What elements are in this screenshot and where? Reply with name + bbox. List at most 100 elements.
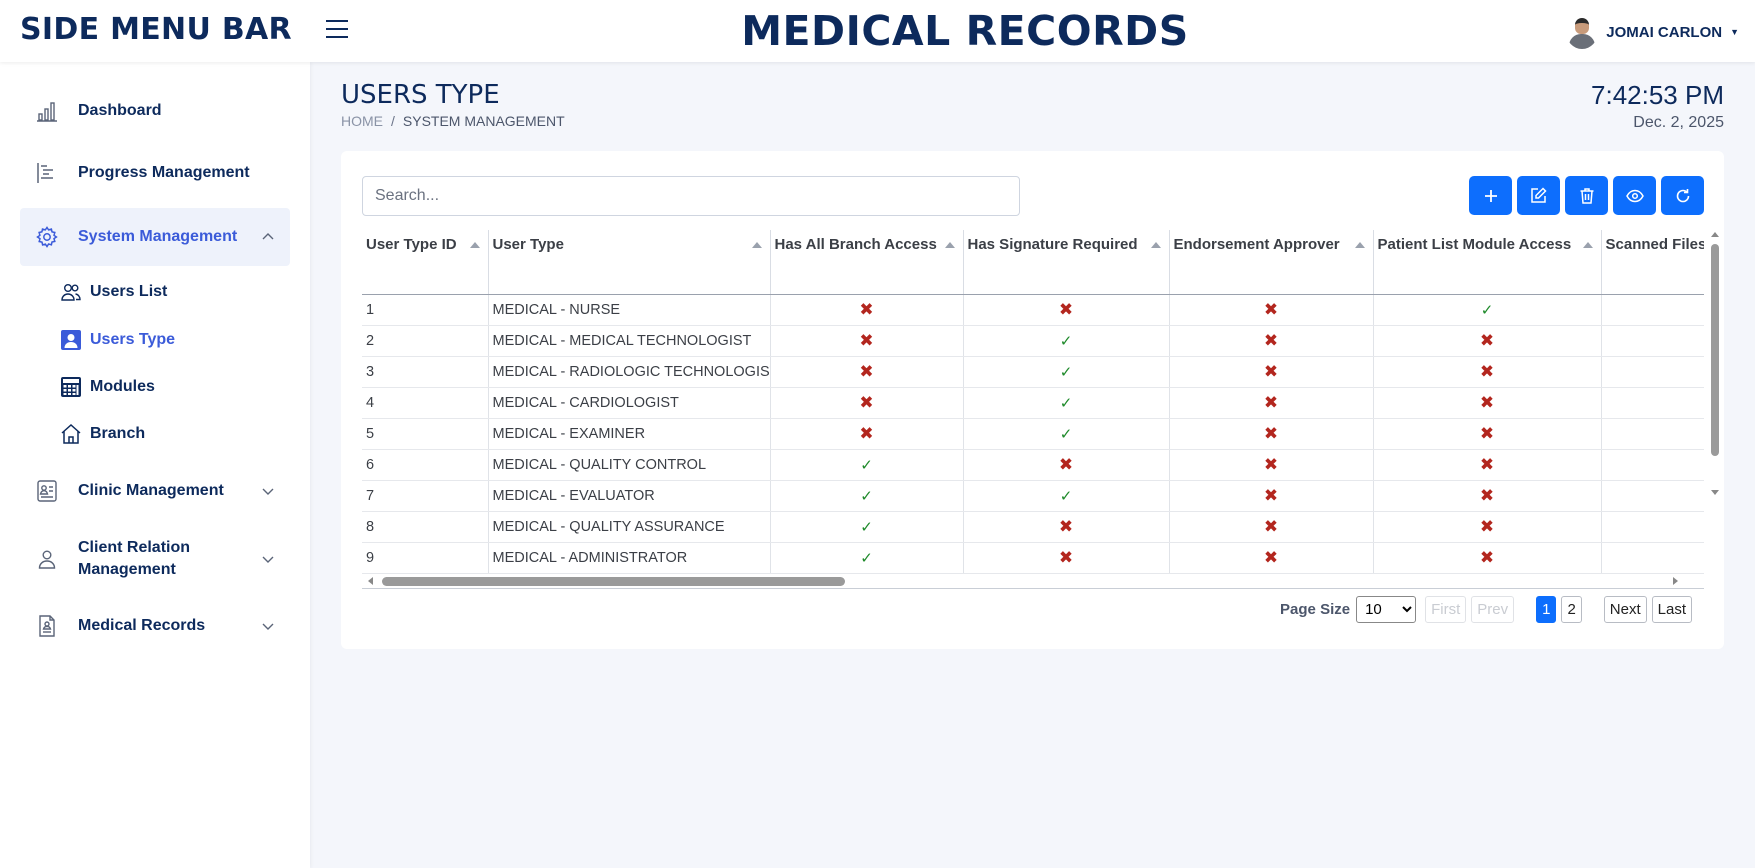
sidebar-item-clinic-management[interactable]: Clinic Management	[20, 462, 290, 520]
x-mark-icon: ✖	[1263, 485, 1279, 505]
cell-endorse: ✖	[1169, 480, 1374, 512]
sidebar-item-branch[interactable]: Branch	[60, 418, 145, 450]
brand-title: SIDE MENU BAR	[20, 12, 292, 47]
sidebar-item-progress-management[interactable]: Progress Management	[20, 144, 290, 202]
chevron-down-icon	[262, 623, 274, 630]
sidebar-item-system-management[interactable]: System Management	[20, 208, 290, 266]
horizontal-scrollbar[interactable]	[362, 573, 1704, 589]
x-mark-icon: ✖	[1479, 516, 1495, 536]
next-page-button[interactable]: Next	[1603, 596, 1647, 623]
scroll-up-arrow-icon[interactable]	[1711, 232, 1719, 237]
user-menu[interactable]: JOMAI CARLON ▼	[1566, 15, 1739, 49]
sidebar-item-modules[interactable]: Modules	[60, 371, 155, 403]
check-icon: ✓	[860, 456, 873, 474]
column-header-user-type-id[interactable]: User Type ID	[362, 230, 489, 295]
column-header-has-all-branch-access[interactable]: Has All Branch Access	[770, 230, 964, 295]
cell-scanned-files	[1601, 356, 1704, 388]
table-row[interactable]: 6 MEDICAL - QUALITY CONTROL ✓ ✖ ✖ ✖	[362, 449, 1704, 481]
bar-chart-icon	[34, 98, 60, 124]
cell-patient: ✖	[1373, 356, 1602, 388]
scroll-down-arrow-icon[interactable]	[1711, 490, 1719, 495]
cell-scanned-files	[1601, 480, 1704, 512]
scroll-right-arrow-icon[interactable]	[1673, 577, 1678, 585]
sidebar-item-medical-records[interactable]: Medical Records	[20, 597, 290, 655]
cell-branch: ✖	[770, 387, 964, 419]
sidebar-item-users-type[interactable]: Users Type	[60, 324, 175, 356]
chevron-up-icon	[262, 233, 274, 240]
x-mark-icon: ✖	[1479, 454, 1495, 474]
table-row[interactable]: 8 MEDICAL - QUALITY ASSURANCE ✓ ✖ ✖ ✖	[362, 511, 1704, 543]
x-mark-icon: ✖	[1263, 454, 1279, 474]
first-page-button[interactable]: First	[1425, 596, 1467, 623]
cell-user-type: MEDICAL - EXAMINER	[488, 418, 771, 450]
table-row[interactable]: 1 MEDICAL - NURSE ✖ ✖ ✖ ✓	[362, 294, 1704, 326]
table-row[interactable]: 2 MEDICAL - MEDICAL TECHNOLOGIST ✖ ✓ ✖ ✖	[362, 325, 1704, 357]
table-row[interactable]: 9 MEDICAL - ADMINISTRATOR ✓ ✖ ✖ ✖	[362, 542, 1704, 574]
eye-icon	[1625, 189, 1644, 202]
sidebar-item-dashboard[interactable]: Dashboard	[20, 82, 290, 140]
x-mark-icon: ✖	[1479, 361, 1495, 381]
column-header-scanned-files[interactable]: Scanned Files	[1601, 230, 1704, 295]
x-mark-icon: ✖	[1263, 330, 1279, 350]
sort-icon	[751, 242, 762, 248]
column-header-endorsement-approver[interactable]: Endorsement Approver	[1169, 230, 1374, 295]
table-row[interactable]: 5 MEDICAL - EXAMINER ✖ ✓ ✖ ✖	[362, 418, 1704, 450]
sidebar-item-label: Dashboard	[78, 102, 162, 119]
column-header-has-signature-required[interactable]: Has Signature Required	[963, 230, 1170, 295]
cell-branch: ✖	[770, 294, 964, 326]
table-row[interactable]: 7 MEDICAL - EVALUATOR ✓ ✓ ✖ ✖	[362, 480, 1704, 512]
last-page-button[interactable]: Last	[1651, 596, 1692, 623]
toolbar	[1469, 176, 1704, 215]
table-row[interactable]: 4 MEDICAL - CARDIOLOGIST ✖ ✓ ✖ ✖	[362, 387, 1704, 419]
column-header-patient-list-module-access[interactable]: Patient List Module Access	[1373, 230, 1602, 295]
search-input[interactable]	[362, 176, 1020, 216]
add-button[interactable]	[1469, 176, 1512, 215]
cell-scanned-files	[1601, 511, 1704, 543]
app-title: MEDICAL RECORDS	[741, 7, 1189, 55]
view-button[interactable]	[1613, 176, 1656, 215]
x-mark-icon: ✖	[1479, 392, 1495, 412]
x-mark-icon: ✖	[1479, 423, 1495, 443]
page-2-button[interactable]: 2	[1561, 596, 1582, 623]
cell-endorse: ✖	[1169, 418, 1374, 450]
caret-down-icon: ▼	[1730, 27, 1739, 37]
horizontal-scroll-thumb[interactable]	[382, 577, 845, 586]
edit-button[interactable]	[1517, 176, 1560, 215]
x-mark-icon: ✖	[1479, 485, 1495, 505]
cell-user-type: MEDICAL - RADIOLOGIC TECHNOLOGIST	[488, 356, 771, 388]
hamburger-icon[interactable]	[326, 20, 348, 40]
x-mark-icon: ✖	[1263, 423, 1279, 443]
scroll-left-arrow-icon[interactable]	[368, 577, 373, 585]
cell-branch: ✖	[770, 325, 964, 357]
vertical-scroll-thumb[interactable]	[1711, 244, 1719, 456]
check-icon: ✓	[1059, 394, 1073, 412]
cell-signature: ✖	[963, 294, 1170, 326]
page-1-button[interactable]: 1	[1536, 596, 1557, 623]
cell-signature: ✓	[963, 325, 1170, 357]
prev-page-button[interactable]: Prev	[1471, 596, 1515, 623]
breadcrumb-home[interactable]: HOME	[341, 113, 383, 129]
x-mark-icon: ✖	[1479, 547, 1495, 567]
sidebar-item-users-list[interactable]: Users List	[60, 276, 167, 308]
cell-user-type-id: 9	[362, 542, 489, 574]
refresh-button[interactable]	[1661, 176, 1704, 215]
vertical-scrollbar[interactable]	[1708, 230, 1722, 497]
delete-button[interactable]	[1565, 176, 1608, 215]
sidebar-item-label: Progress Management	[78, 164, 250, 181]
cell-signature: ✓	[963, 387, 1170, 419]
sort-icon	[469, 242, 480, 248]
sidebar-subitem-label: Users List	[90, 283, 168, 300]
sort-icon	[1354, 242, 1365, 248]
x-mark-icon: ✖	[1479, 330, 1495, 350]
column-header-user-type[interactable]: User Type	[488, 230, 771, 295]
sidebar-item-client-relation-management[interactable]: Client Relation Management	[20, 528, 290, 590]
gear-icon	[34, 224, 60, 250]
cell-patient: ✖	[1373, 418, 1602, 450]
table-row[interactable]: 3 MEDICAL - RADIOLOGIC TECHNOLOGIST ✖ ✓ ✖ ✖	[362, 356, 1704, 388]
page-size-select[interactable]: 10	[1356, 596, 1417, 623]
cell-patient: ✖	[1373, 325, 1602, 357]
check-icon: ✓	[1059, 332, 1073, 350]
breadcrumb: HOME / SYSTEM MANAGEMENT	[341, 113, 565, 129]
cell-endorse: ✖	[1169, 325, 1374, 357]
plus-icon	[1484, 189, 1497, 202]
